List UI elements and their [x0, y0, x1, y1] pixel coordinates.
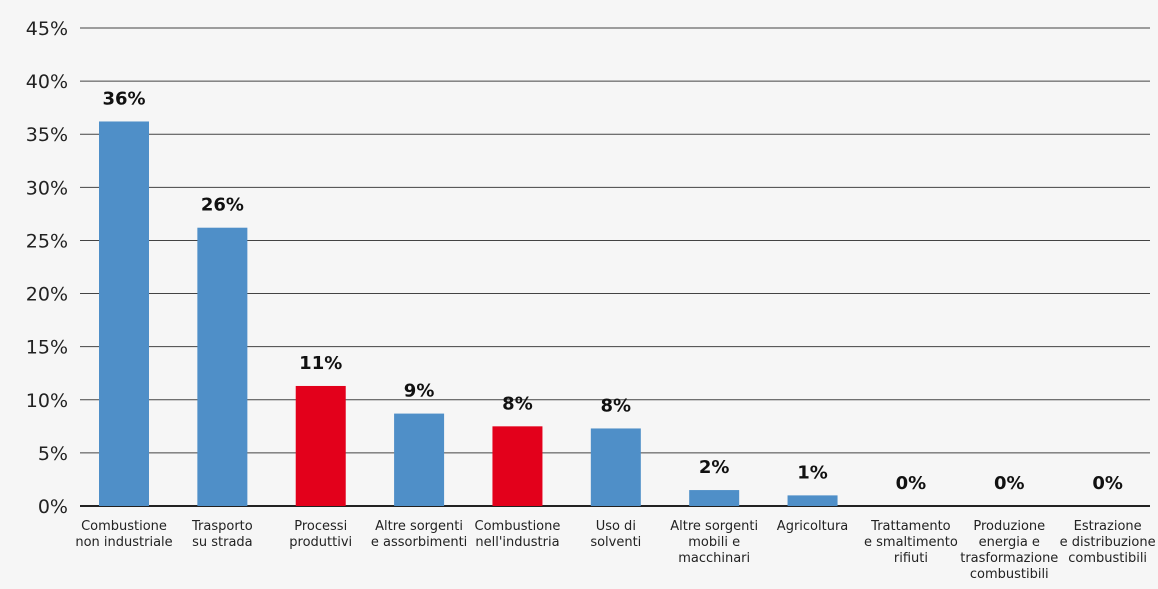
- x-tick-label: Altre sorgenti mobili e macchinari: [670, 519, 758, 566]
- bar: [590, 428, 641, 506]
- x-tick-label-line: e smaltimento: [864, 535, 958, 550]
- y-tick-label: 25%: [26, 230, 68, 252]
- x-tick-label-line: produttivi: [289, 535, 352, 550]
- x-tick-label: Processi produttivi: [289, 519, 352, 550]
- x-tick-label-line: Altre sorgenti: [670, 519, 758, 534]
- x-tick-label-line: Altre sorgenti: [375, 519, 463, 534]
- x-tick-label-line: energia e: [979, 535, 1040, 550]
- bar: [689, 490, 740, 506]
- y-tick-label: 40%: [26, 71, 68, 93]
- x-tick-label: Altre sorgenti e assorbimenti: [371, 519, 467, 550]
- gridlines: [80, 27, 1150, 507]
- x-tick-label-line: solventi: [590, 535, 641, 550]
- data-label: 8%: [502, 393, 533, 414]
- data-label: 1%: [797, 462, 828, 483]
- data-label: 9%: [404, 381, 435, 402]
- x-tick-label-line: e assorbimenti: [371, 535, 467, 550]
- data-label: 0%: [994, 473, 1025, 494]
- y-tick-label: 30%: [26, 177, 68, 199]
- y-tick-label: 0%: [38, 496, 68, 518]
- y-tick-label: 45%: [26, 18, 68, 40]
- x-tick-label-line: Combustione: [475, 519, 561, 534]
- y-tick-label: 20%: [26, 284, 68, 306]
- bar: [394, 413, 445, 506]
- x-tick-label-line: Processi: [294, 519, 347, 534]
- y-tick-label: 10%: [26, 390, 68, 412]
- y-tick-label: 5%: [38, 443, 68, 465]
- data-label: 0%: [896, 473, 927, 494]
- data-label: 2%: [699, 457, 730, 478]
- x-tick-label-line: trasformazione: [960, 551, 1058, 566]
- data-label: 26%: [201, 195, 244, 216]
- y-tick-label: 35%: [26, 124, 68, 146]
- x-tick-label: Combustione non industriale: [75, 519, 172, 550]
- bar: [295, 385, 346, 506]
- x-tick-label-line: macchinari: [678, 551, 750, 566]
- data-label: 11%: [299, 353, 342, 374]
- x-tick-label-line: combustibili: [1068, 551, 1147, 566]
- x-tick-label: Trattamento e smaltimento rifiuti: [864, 519, 958, 566]
- x-tick-label: Produzione energia e trasformazione combust…: [960, 519, 1058, 582]
- x-tick-label-line: mobili e: [688, 535, 740, 550]
- x-tick-label: Agricoltura: [777, 519, 848, 534]
- x-tick-label-line: nell'industria: [475, 535, 559, 550]
- x-tick-label: Estrazione e distribuzione combustibili: [1060, 519, 1156, 566]
- x-tick-label: Uso di solventi: [590, 519, 641, 550]
- y-tick-label: 15%: [26, 337, 68, 359]
- bar: [787, 495, 838, 506]
- x-tick-label-line: Trattamento: [870, 519, 951, 534]
- x-tick-label-line: Agricoltura: [777, 519, 848, 534]
- x-tick-label-line: Estrazione: [1074, 519, 1142, 534]
- x-tick-label-line: Produzione: [973, 519, 1045, 534]
- y-axis: 0% 5% 10% 15% 20% 25% 30% 35% 40% 45%: [26, 18, 68, 518]
- value-labels: 36% 26% 11% 9% 8% 8% 2% 1% 0% 0% 0%: [102, 88, 1122, 494]
- bars: [99, 121, 838, 506]
- data-label: 0%: [1092, 473, 1123, 494]
- bar: [492, 426, 543, 506]
- bar: [197, 227, 248, 506]
- x-tick-label-line: Trasporto: [191, 519, 253, 534]
- x-tick-label-line: su strada: [192, 535, 253, 550]
- x-tick-label-line: e distribuzione: [1060, 535, 1156, 550]
- x-tick-label-line: rifiuti: [894, 551, 928, 566]
- x-tick-label-line: non industriale: [75, 535, 172, 550]
- x-tick-label-line: Uso di: [596, 519, 636, 534]
- data-label: 8%: [601, 395, 632, 416]
- x-tick-label: Trasporto su strada: [191, 519, 253, 550]
- bar: [99, 121, 149, 506]
- data-label: 36%: [102, 88, 145, 109]
- x-tick-label: Combustione nell'industria: [475, 519, 561, 550]
- x-tick-label-line: Combustione: [81, 519, 167, 534]
- x-tick-label-line: combustibili: [970, 567, 1049, 582]
